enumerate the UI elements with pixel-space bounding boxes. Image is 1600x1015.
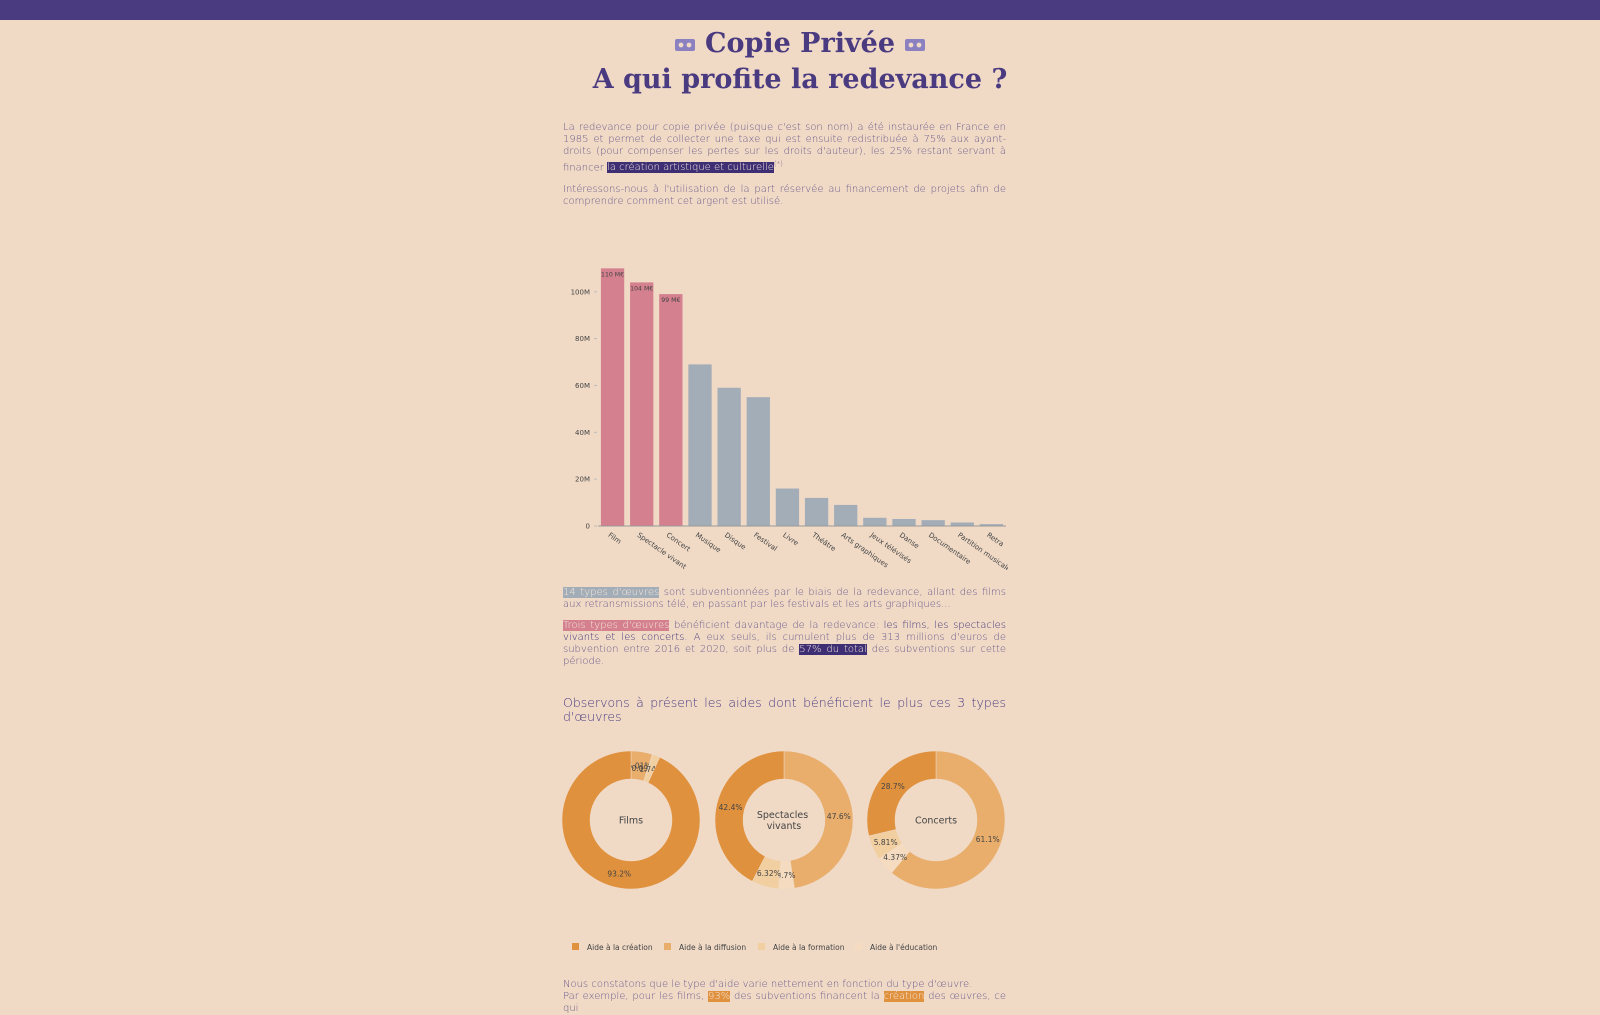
x-tick-label: Retra [985, 531, 1005, 548]
text-segment: 14 types d'œuvres [563, 587, 660, 598]
y-tick-label: 60M [575, 382, 590, 390]
paragraph: Observons à présent les aides dont bénéf… [563, 695, 1006, 725]
bar [746, 397, 770, 526]
slice-label: 1.74% [639, 765, 663, 774]
value-label: 104 M€ [630, 285, 653, 292]
text-segment: Observons à présent les aides dont bénéf… [563, 695, 1006, 724]
bar [659, 294, 683, 526]
page-title: Copie Privée [704, 28, 896, 59]
top-bar [0, 0, 1600, 20]
donut-slice [714, 750, 785, 882]
legend-label: Aide à la formation [773, 943, 845, 952]
legend-swatch [758, 943, 765, 950]
legend-label: Aide à l'éducation [870, 943, 938, 952]
slice-label: 6.32% [757, 869, 781, 878]
text-segment: 57% du total [799, 644, 867, 655]
text-segment: Nous constatons que le type d'aide varie… [563, 979, 973, 990]
x-tick-label: Film [606, 531, 622, 546]
x-tick-label: Spectacle vivant [636, 531, 688, 571]
text-segment: La redevance pour copie privée (puisque … [563, 122, 1006, 174]
text-segment: (*) [773, 160, 783, 168]
x-tick-label: Partition musicale [956, 531, 1012, 573]
bar [775, 488, 800, 526]
bar [717, 387, 741, 526]
donut-center-label: Spectacles vivants [757, 810, 811, 832]
text-segment: bénéficient davantage de la redevance: [669, 620, 884, 631]
paragraph: 14 types d'œuvres sont subventionnées pa… [563, 587, 1006, 611]
slice-label: 93.2% [607, 870, 631, 879]
bar [804, 497, 829, 526]
bar [688, 364, 712, 526]
cassette-icon [905, 38, 926, 51]
y-tick-label: 100M [571, 288, 590, 296]
bar [921, 520, 945, 526]
paragraph: Intéressons-nous à l'utilisation de la p… [563, 184, 1006, 208]
slice-label: 3.7% [776, 871, 795, 880]
x-tick-label: Théâtre [810, 531, 838, 554]
slice-label: 5.01% [628, 762, 652, 771]
slice-label: 61.1% [976, 835, 1000, 844]
bar [979, 524, 1004, 526]
y-tick-label: 0 [586, 523, 590, 531]
text-segment: les films, les spectacles vivants et les… [563, 620, 1006, 643]
bar [892, 518, 916, 526]
y-tick-label: 80M [575, 335, 590, 343]
donut-slice [783, 750, 854, 889]
donut-slice [561, 750, 701, 890]
bar [950, 522, 974, 526]
paragraph: Trois types d'œuvres bénéficient davanta… [563, 620, 1006, 668]
x-tick-label: Festival [752, 531, 778, 553]
page-subtitle: A qui profite la redevance ? [592, 64, 1008, 95]
label-line: vivants [767, 821, 801, 832]
bar [834, 504, 858, 526]
text-segment: des subventions sur cette période. [563, 644, 1006, 667]
slice-label: 42.4% [719, 803, 743, 812]
bar [600, 268, 625, 526]
x-tick-label: Musique [694, 531, 723, 554]
text-segment: des subventions financent la [730, 991, 884, 1002]
text-segment: Intéressons-nous à l'utilisation de la p… [563, 184, 1006, 207]
x-tick-label: Livre [781, 531, 800, 547]
text-segment: . A eux seuls, ils cumulent plus de 313 … [563, 632, 1006, 655]
x-tick-label: Danse [898, 531, 921, 550]
value-label: 99 M€ [661, 297, 680, 304]
x-tick-label: Disque [723, 531, 747, 551]
legend-swatch [572, 943, 579, 950]
donut-center-label: Concerts [915, 816, 957, 827]
value-label: 110 M€ [601, 271, 624, 278]
slice-label: 47.6% [827, 812, 851, 821]
label-line: Spectacles [757, 810, 811, 821]
bar [630, 282, 654, 526]
slice-label: 5.81% [874, 838, 898, 847]
text-segment: sont subventionnées par le biais de la r… [563, 587, 1006, 610]
slice-label: 4.37% [883, 853, 907, 862]
y-tick-label: 40M [575, 429, 590, 437]
donut-center-label: Films [619, 816, 643, 827]
cassette-icon [674, 38, 695, 51]
text-segment: création [883, 991, 925, 1002]
slice-label: 28.7% [881, 782, 905, 791]
text-segment: la création artistique et culturelle [607, 162, 774, 174]
label-line: Films [619, 816, 643, 827]
text-segment: Trois types d'œuvres [563, 620, 670, 631]
label-line: Concerts [915, 816, 957, 827]
text-segment: 93% [708, 991, 731, 1002]
y-tick-label: 20M [575, 476, 590, 484]
legend-label: Aide à la diffusion [679, 943, 746, 952]
title-row: Copie Privée [0, 28, 1600, 59]
text-segment: Par exemple, pour les films, [563, 991, 708, 1002]
legend-label: Aide à la création [587, 943, 653, 952]
legend-swatch [855, 943, 862, 950]
donut-slice [891, 750, 1006, 890]
paragraph: La redevance pour copie privée (puisque … [563, 122, 1006, 174]
legend-swatch [664, 943, 671, 950]
bar [863, 517, 887, 526]
